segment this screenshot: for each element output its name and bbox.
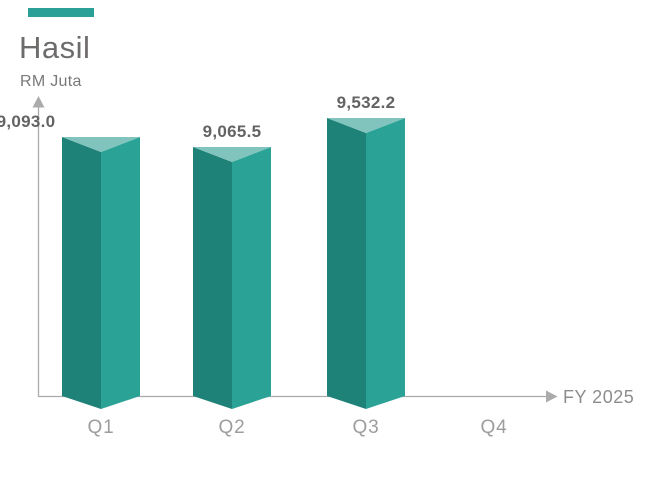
category-label-q3: Q3 — [352, 417, 380, 438]
bar-q2-left-face — [193, 147, 232, 409]
bar-q1-left-face — [62, 137, 101, 409]
y-axis-label: RM Juta — [20, 73, 82, 90]
bar-q3-left-face — [327, 118, 366, 409]
x-axis-arrow-icon — [546, 390, 558, 403]
value-label-q2: 9,065.5 — [202, 122, 262, 141]
y-axis-arrow-icon — [32, 96, 45, 108]
bar-q2-right-face — [232, 147, 271, 409]
category-label-q2: Q2 — [218, 417, 246, 438]
bar-q1-top-face — [62, 137, 140, 152]
chart-title: Hasil — [19, 30, 91, 65]
bar-q3-top-face — [327, 118, 405, 133]
value-label-q3: 9,532.2 — [336, 93, 396, 112]
category-label-q4: Q4 — [480, 417, 508, 438]
bar-q1-right-face — [101, 137, 140, 409]
bar-q3[interactable] — [327, 118, 405, 409]
category-label-q1: Q1 — [87, 417, 115, 438]
x-axis-label: FY 2025 — [563, 387, 635, 407]
accent-bar — [28, 8, 94, 17]
bar-q2-top-face — [193, 147, 271, 162]
bar-q3-right-face — [366, 118, 405, 409]
bar-q2[interactable] — [193, 147, 271, 409]
bar-q1[interactable] — [62, 137, 140, 409]
value-label-q1: 9,093.0 — [0, 112, 56, 131]
